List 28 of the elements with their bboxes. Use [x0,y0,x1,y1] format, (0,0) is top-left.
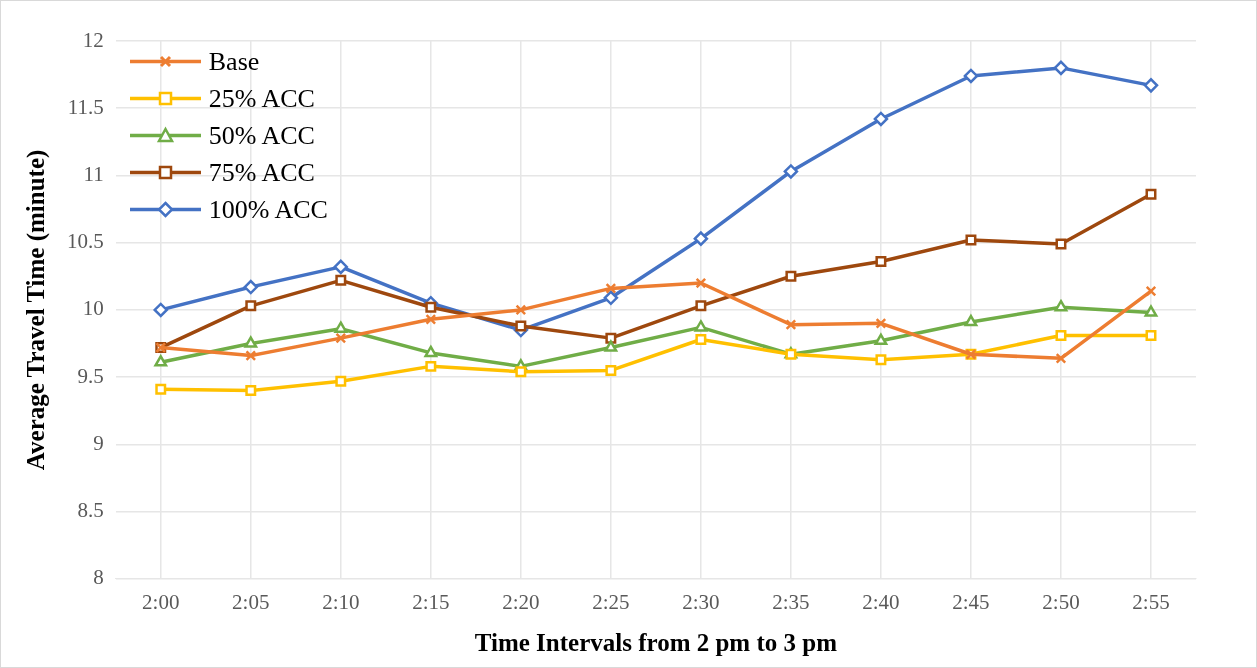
x-tick-label: 2:40 [862,589,900,614]
x-tick-label: 2:30 [682,589,720,614]
x-axis-title: Time Intervals from 2 pm to 3 pm [474,629,838,657]
x-tick-label: 2:45 [952,589,990,614]
y-tick-label: 8.5 [77,498,104,523]
legend-label: 75% ACC [208,157,315,189]
x-tick-label: 2:35 [772,589,810,614]
y-tick-label: 10.5 [67,229,104,254]
y-tick-label: 8 [93,565,104,590]
y-tick-label: 11 [83,161,104,186]
x-tick-label: 2:10 [322,589,360,614]
x-tick-label: 2:25 [592,589,630,614]
y-tick-label: 10 [82,296,104,321]
x-tick-label: 2:50 [1042,589,1080,614]
x-tick-label: 2:20 [502,589,540,614]
y-tick-label: 9 [93,430,104,455]
x-tick-label: 2:15 [412,589,450,614]
y-tick-label: 12 [82,27,104,52]
legend-label: 50% ACC [208,120,315,152]
x-tick-label: 2:55 [1132,589,1170,614]
legend-label: Base [208,46,260,78]
y-axis-title: Average Travel Time (minute) [22,149,51,471]
legend-label: 25% ACC [208,83,315,115]
x-tick-label: 2:05 [232,589,270,614]
y-tick-label: 11.5 [67,94,104,119]
x-tick-label: 2:00 [142,589,180,614]
y-tick-label: 9.5 [77,363,104,388]
legend-label: 100% ACC [208,194,328,226]
